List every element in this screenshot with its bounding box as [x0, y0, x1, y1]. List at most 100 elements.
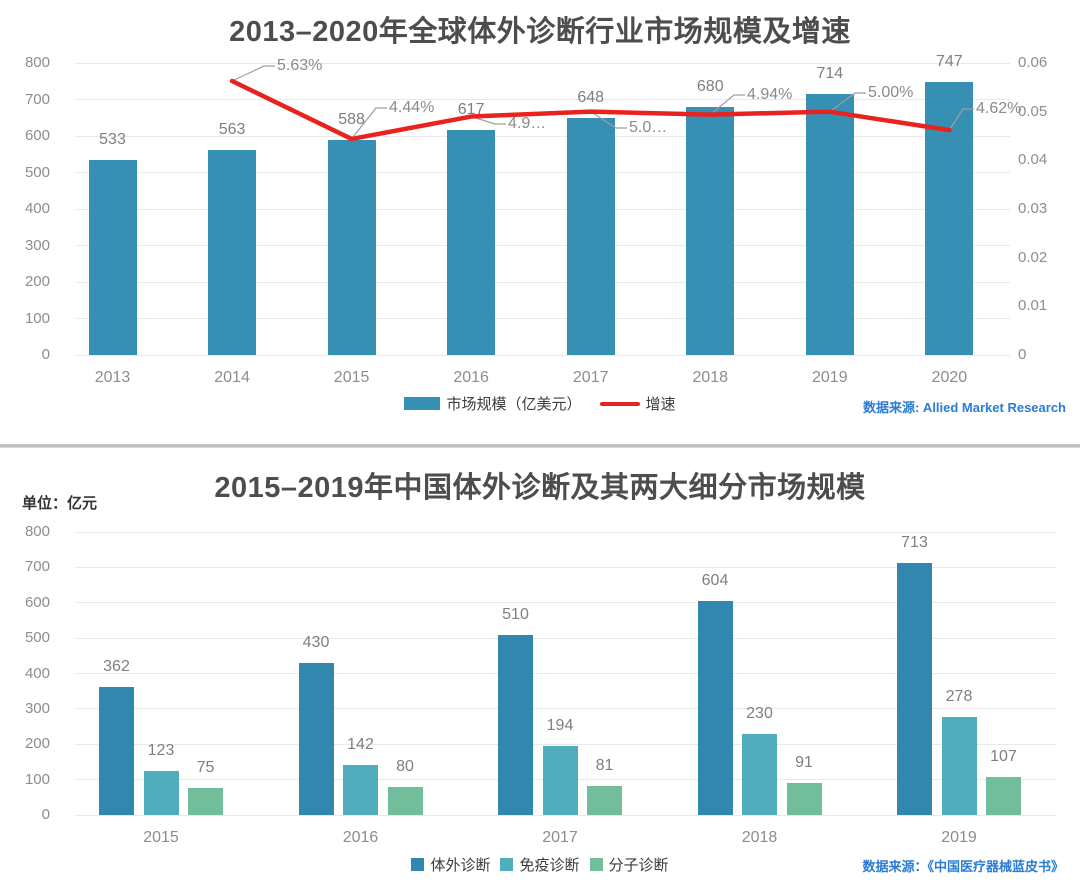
gridline — [75, 354, 1010, 356]
chart1-legend: 市场规模（亿美元） 增速 — [0, 393, 1080, 414]
gridline — [75, 281, 1010, 283]
bar-value-label: 563 — [218, 120, 246, 138]
left-axis-tick-label: 400 — [24, 200, 50, 217]
bar-value-label: 230 — [746, 704, 773, 722]
chart2-title: 2015–2019年中国体外诊断及其两大细分市场规模 — [214, 472, 866, 504]
y-axis-tick-label: 600 — [24, 593, 50, 611]
left-axis-tick-label: 800 — [24, 54, 50, 71]
bar-value-label: 588 — [338, 111, 365, 129]
gridline — [75, 673, 1057, 674]
right-axis-tick-label: 0.06 — [1018, 54, 1048, 71]
legend-item-molecular: 分子诊断 — [589, 854, 669, 875]
china-ivd-chart: 2015–2019年中国体外诊断及其两大细分市场规模 单位：亿元 0 100 200… — [0, 448, 1080, 893]
y-axis-tick-label: 400 — [24, 664, 50, 682]
bar-value-label: 430 — [302, 633, 330, 651]
gridline — [75, 531, 1057, 533]
legend-item-ivd: 体外诊断 — [411, 854, 490, 875]
left-axis-tick-label: 300 — [24, 236, 50, 254]
growth-rate-callout-label: 5.63% — [277, 57, 323, 74]
bar-value-label: 533 — [99, 131, 126, 149]
right-axis-tick-label: 0 — [1018, 346, 1027, 363]
grouped-bar — [498, 634, 533, 815]
bar-value-label: 107 — [990, 748, 1017, 766]
bar-value-label: 680 — [696, 77, 724, 95]
x-axis-year-label: 2016 — [453, 369, 489, 386]
gridline — [75, 62, 1010, 64]
bar-value-label: 648 — [577, 89, 605, 107]
grouped-bar — [343, 764, 378, 815]
bar-value-label: 81 — [595, 757, 614, 775]
bar-value-label: 80 — [396, 757, 414, 775]
right-axis-tick-label: 0.03 — [1018, 200, 1048, 217]
x-axis-year-label: 2015 — [333, 369, 370, 386]
growth-rate-callout-label: 5.00% — [868, 84, 914, 101]
left-axis-tick-label: 700 — [24, 90, 50, 108]
right-axis-tick-label: 0.05 — [1018, 102, 1048, 120]
right-axis-tick-label: 0.04 — [1018, 151, 1048, 169]
y-axis-tick-label: 300 — [24, 699, 50, 717]
bar-value-label: 604 — [701, 572, 729, 590]
grouped-bar — [188, 788, 223, 815]
bar-value-label: 714 — [816, 65, 844, 83]
grouped-bar — [897, 562, 932, 815]
x-axis-year-label: 2019 — [812, 369, 848, 386]
gridline — [75, 708, 1057, 710]
growth-rate-callout-label: 4.94% — [747, 86, 793, 103]
x-axis-year-label: 2013 — [94, 369, 131, 386]
legend-item-market-size: 市场规模（亿美元） — [404, 393, 582, 414]
gridline — [75, 637, 1057, 639]
global-ivd-chart: 2013–2020年全球体外诊断行业市场规模及增速 0 100 200 300 400 5… — [0, 0, 1080, 444]
bar-value-label: 713 — [901, 533, 928, 551]
bar-swatch-icon — [404, 397, 441, 410]
bar-value-label: 75 — [196, 759, 215, 777]
grouped-bar — [298, 662, 334, 815]
x-axis-year-label: 2014 — [214, 369, 250, 386]
x-axis-year-label: 2019 — [941, 829, 977, 846]
grouped-bar — [587, 786, 622, 815]
left-axis-tick-label: 500 — [24, 163, 50, 181]
gridline — [75, 318, 1010, 319]
left-axis-tick-label: 0 — [41, 346, 50, 363]
ivd-swatch-icon — [411, 858, 425, 871]
gridline — [75, 245, 1010, 246]
right-axis-tick-label: 0.01 — [1018, 297, 1048, 315]
gridline — [75, 172, 1010, 173]
market-size-bar — [566, 118, 615, 355]
bar-value-label: 362 — [103, 657, 130, 675]
x-axis-year-label: 2016 — [342, 829, 379, 846]
grouped-bar — [143, 771, 179, 815]
legend-label-immuno: 免疫诊断 — [519, 857, 580, 874]
bar-value-label: 194 — [546, 717, 574, 735]
molecular-swatch-icon — [589, 858, 603, 871]
grouped-bar — [786, 782, 822, 815]
y-axis-tick-label: 100 — [24, 770, 50, 788]
x-axis-year-label: 2020 — [931, 369, 968, 386]
left-axis-tick-label: 200 — [24, 273, 50, 290]
market-size-bar — [805, 94, 854, 355]
chart1-source: 数据来源: Allied Market Research — [862, 400, 1066, 415]
line-swatch-icon — [599, 401, 640, 406]
bar-value-label: 142 — [347, 735, 374, 753]
bar-value-label: 123 — [147, 742, 175, 760]
grouped-bar — [941, 716, 977, 815]
grouped-bar — [986, 777, 1021, 815]
x-axis-year-label: 2018 — [741, 829, 778, 846]
panel-divider — [0, 444, 1080, 448]
growth-rate-callout-label: 4.62% — [976, 100, 1022, 117]
gridline — [75, 814, 1057, 816]
x-axis-year-label: 2015 — [143, 829, 179, 846]
y-axis-tick-label: 800 — [24, 523, 50, 540]
bar-value-label: 278 — [945, 687, 973, 705]
legend-item-growth: 增速 — [599, 393, 676, 414]
x-axis-year-label: 2017 — [572, 369, 609, 386]
market-size-bar — [686, 106, 735, 355]
market-size-bar — [88, 160, 137, 355]
chart2-source: 数据来源：《中国医疗器械蓝皮书》 — [862, 859, 1064, 874]
gridline — [75, 566, 1057, 568]
market-size-bar — [327, 140, 376, 355]
bar-value-label: 617 — [457, 100, 485, 118]
gridline — [75, 208, 1010, 210]
market-size-bar — [208, 149, 257, 355]
market-size-bar — [447, 129, 496, 355]
